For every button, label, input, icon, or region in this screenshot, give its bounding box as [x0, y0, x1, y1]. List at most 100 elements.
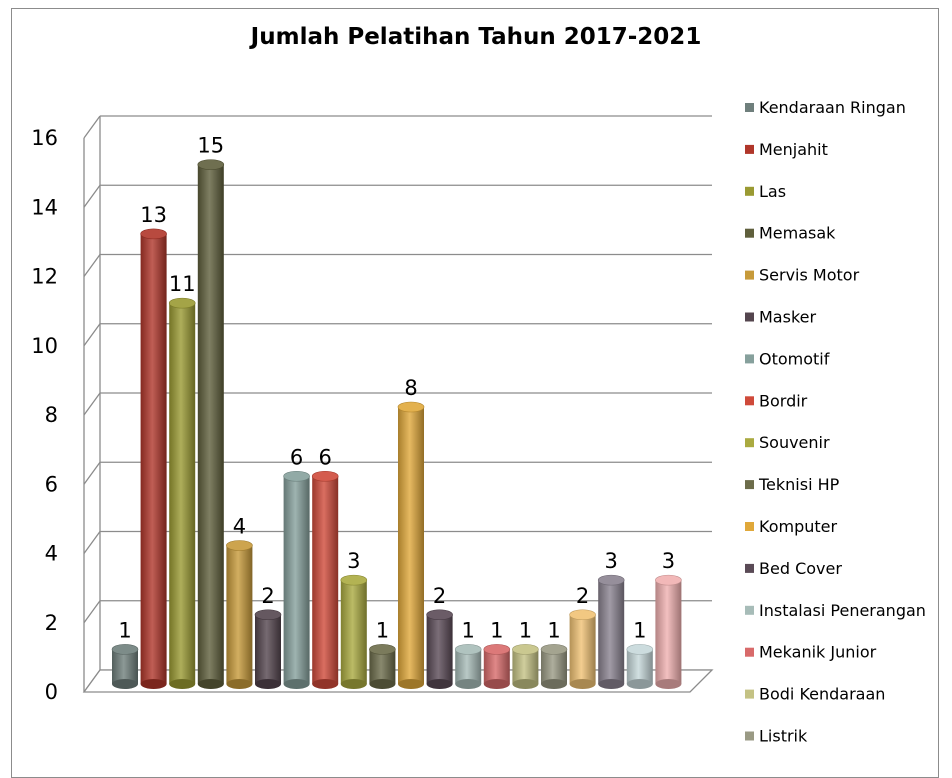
data-label: 11: [169, 272, 196, 296]
gridline-side: [83, 461, 101, 485]
legend-item: Komputer: [745, 517, 837, 536]
bar-top: [311, 470, 339, 482]
bar-body: [140, 233, 167, 684]
bar-body: [283, 476, 310, 684]
legend-label: Bordir: [759, 391, 808, 410]
gridline-side: [83, 600, 101, 624]
bar: [597, 574, 625, 689]
legend-swatch: [745, 354, 754, 364]
legend-swatch: [745, 438, 754, 448]
bar-body: [426, 614, 453, 684]
y-tick-label: 12: [31, 265, 58, 289]
data-label: 1: [376, 618, 389, 642]
data-label: 8: [404, 376, 417, 400]
legend-item: Memasak: [745, 224, 836, 243]
legend-label: Mekanik Junior: [759, 643, 877, 662]
legend-item: Servis Motor: [745, 266, 860, 285]
y-tick-label: 6: [45, 472, 58, 496]
bar-base: [255, 679, 281, 689]
bar-body: [169, 303, 196, 684]
data-label: 1: [547, 618, 560, 642]
bar-base: [398, 679, 424, 689]
legend-swatch: [745, 144, 754, 154]
bar-body: [455, 649, 482, 684]
y-tick-label: 2: [45, 611, 58, 635]
y-tick-label: 14: [31, 195, 58, 219]
bar-base: [569, 679, 596, 689]
bar: [626, 644, 654, 689]
bars: [111, 159, 682, 689]
data-label: 3: [662, 549, 675, 573]
legend-item: Listrik: [745, 727, 808, 746]
bar: [540, 644, 568, 689]
legend-label: Las: [759, 182, 786, 201]
bar-body: [340, 580, 367, 684]
bar-base: [283, 679, 310, 689]
bar: [311, 470, 339, 689]
legend-label: Komputer: [759, 517, 837, 536]
legend-swatch: [745, 103, 754, 112]
bar-base: [541, 679, 567, 689]
legend-label: Souvenir: [759, 433, 830, 452]
legend-label: Servis Motor: [759, 266, 860, 285]
bar-body: [112, 649, 138, 684]
data-label: 15: [197, 134, 224, 158]
bar-body: [598, 580, 625, 684]
data-label: 1: [118, 618, 131, 642]
bar-base: [169, 679, 196, 689]
bar-top: [283, 470, 310, 482]
bar: [512, 644, 539, 689]
data-label: 2: [576, 584, 589, 608]
bar-base: [112, 679, 138, 689]
bar: [140, 228, 167, 689]
bar-body: [512, 649, 539, 684]
legend-swatch: [745, 605, 754, 615]
bar-base: [226, 679, 253, 689]
bar-body: [569, 614, 596, 684]
bar-body: [398, 407, 424, 684]
legend-swatch: [745, 731, 754, 741]
gridline-side: [83, 115, 101, 139]
bar-top: [597, 574, 625, 586]
legend-swatch: [745, 480, 754, 490]
legend-label: Menjahit: [759, 140, 828, 159]
legend-item: Kendaraan Ringan: [745, 98, 906, 117]
bar-base: [455, 679, 482, 689]
bar: [655, 574, 682, 689]
bar-base: [483, 679, 510, 689]
data-label: 6: [319, 445, 332, 469]
bar: [254, 609, 282, 689]
legend-item: Menjahit: [745, 140, 828, 159]
data-label: 1: [462, 618, 475, 642]
bar: [197, 159, 225, 689]
y-tick-label: 0: [45, 680, 58, 704]
bar-top: [111, 644, 139, 655]
legend-swatch: [745, 563, 754, 573]
bar: [397, 401, 425, 689]
y-axis: 0 2 4 6 8 10 12 14 16: [31, 126, 58, 704]
data-label: 1: [633, 618, 646, 642]
legend-swatch: [745, 647, 754, 657]
legend-label: Bed Cover: [759, 559, 842, 578]
bar-top: [226, 540, 253, 551]
bar: [340, 574, 368, 689]
bar-base: [426, 679, 453, 689]
bar-top: [512, 644, 539, 655]
bar-top: [140, 228, 167, 240]
data-label: 3: [347, 549, 360, 573]
legend-item: Las: [745, 182, 786, 201]
legend-item: Masker: [745, 308, 816, 327]
bar-top: [197, 159, 225, 170]
data-label: 4: [233, 515, 246, 539]
bar-base: [598, 679, 625, 689]
gridline-side: [83, 254, 101, 277]
bar-top: [483, 644, 511, 655]
gridline-side: [83, 531, 101, 554]
data-label: 1: [490, 618, 503, 642]
legend-swatch: [745, 186, 754, 196]
legend-swatch: [745, 396, 754, 406]
data-label: 2: [433, 584, 446, 608]
legend: Kendaraan Ringan Menjahit Las Memasak Servis…: [745, 98, 926, 746]
bar-body: [541, 649, 567, 684]
